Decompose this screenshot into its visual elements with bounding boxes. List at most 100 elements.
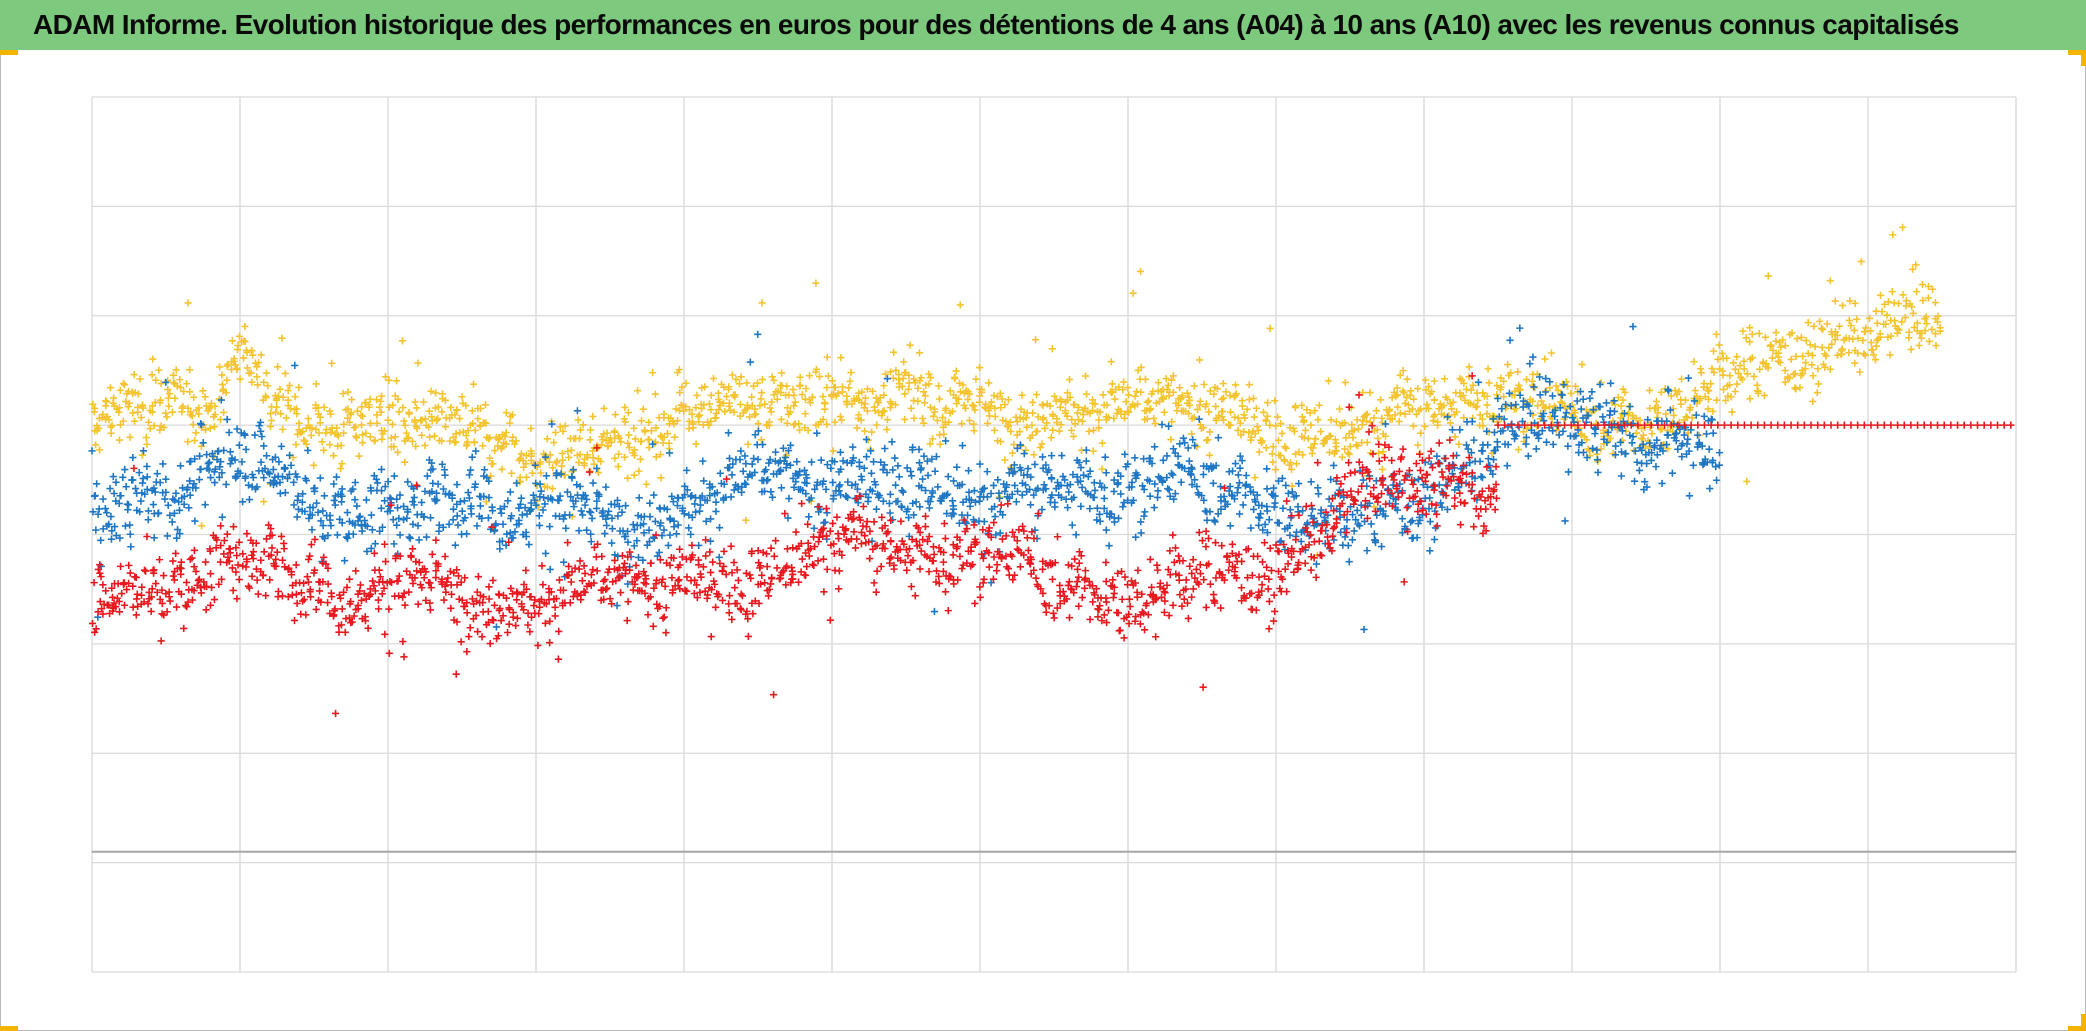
point-a04	[1652, 397, 1661, 406]
point-a07	[1559, 427, 1567, 435]
point-a07	[1448, 426, 1457, 434]
point-a04	[1078, 417, 1087, 425]
point-a10	[1218, 571, 1227, 579]
point-a07	[1599, 413, 1607, 421]
point-a10	[92, 625, 100, 633]
point-a10	[527, 593, 535, 601]
corner-handle-top-left[interactable]	[0, 50, 18, 55]
corner-handle-bottom-right[interactable]	[2068, 1026, 2086, 1031]
point-a07	[688, 513, 696, 521]
point-a07	[664, 541, 672, 550]
corner-handle-bottom-left[interactable]	[0, 1026, 18, 1031]
point-a07	[1685, 447, 1693, 455]
point-a04	[1425, 382, 1433, 391]
point-a04	[285, 381, 294, 390]
point-a04	[1298, 413, 1306, 421]
point-a04	[1786, 331, 1794, 339]
point-a07	[931, 467, 939, 475]
point-a04	[494, 442, 502, 450]
point-a04	[146, 424, 154, 433]
point-a04	[1831, 328, 1840, 336]
point-a04	[260, 498, 268, 506]
point-a04	[901, 390, 909, 398]
point-a04	[199, 387, 207, 395]
point-a07	[429, 465, 437, 473]
point-a04	[756, 401, 764, 410]
point-a10	[1468, 469, 1476, 477]
point-a10	[115, 597, 123, 606]
point-a07	[390, 540, 398, 548]
point-a10	[620, 559, 629, 568]
point-a04	[314, 404, 322, 412]
point-a07	[1258, 501, 1266, 510]
point-a04	[1719, 385, 1728, 394]
point-a07	[1225, 487, 1233, 495]
point-a10	[916, 541, 924, 549]
point-a10	[446, 567, 454, 575]
point-a10	[617, 588, 625, 597]
point-a04	[334, 432, 342, 440]
point-a04	[914, 397, 922, 405]
point-a10	[1077, 552, 1085, 560]
point-a04	[610, 427, 619, 435]
point-a10	[1078, 593, 1086, 602]
point-a10	[300, 595, 308, 604]
corner-handle-top-right-side[interactable]	[2081, 50, 2086, 66]
chart-title: ADAM Informe. Evolution historique des p…	[33, 9, 1959, 40]
point-a07	[139, 474, 147, 483]
point-a07	[1425, 505, 1433, 513]
point-a10	[1248, 571, 1256, 579]
point-a10	[580, 587, 588, 596]
point-a04	[954, 395, 963, 403]
point-a04	[1754, 387, 1762, 395]
point-a10	[600, 595, 608, 603]
point-a10	[762, 550, 771, 558]
point-a10	[143, 532, 151, 541]
point-a07	[88, 447, 96, 455]
point-a10	[1085, 577, 1093, 586]
point-a07	[101, 505, 109, 513]
point-a07	[418, 498, 426, 507]
point-a04	[1286, 424, 1294, 432]
point-a04	[385, 376, 393, 384]
point-a04	[564, 447, 572, 455]
point-a04	[961, 404, 970, 412]
point-a07	[1628, 439, 1636, 447]
point-a04	[398, 337, 407, 345]
point-a04	[1908, 303, 1916, 311]
point-a04	[905, 379, 913, 387]
point-a07	[724, 429, 733, 437]
point-a04	[1103, 401, 1111, 409]
point-a07	[1055, 482, 1063, 490]
point-a10	[200, 578, 208, 586]
point-a04	[1022, 446, 1030, 454]
point-a07	[712, 498, 720, 506]
point-a10	[381, 630, 389, 638]
point-a04	[1802, 336, 1810, 345]
point-a07	[399, 502, 408, 511]
point-a10	[587, 571, 595, 579]
corner-handle-bottom-right-side[interactable]	[2081, 1014, 2086, 1031]
point-a07	[1165, 422, 1173, 430]
point-a10	[1218, 542, 1226, 550]
point-a10	[409, 579, 417, 588]
point-a10	[1138, 608, 1146, 616]
point-a07	[1048, 491, 1056, 499]
point-a04	[819, 392, 827, 401]
point-a04	[1167, 376, 1175, 384]
point-a04	[333, 424, 341, 432]
point-a10	[447, 590, 456, 598]
point-a04	[617, 438, 625, 446]
point-a07	[1363, 547, 1371, 555]
point-a04	[886, 403, 894, 412]
point-a10	[815, 503, 823, 511]
point-a07	[127, 543, 135, 551]
point-a04	[308, 424, 316, 432]
point-a07	[1603, 438, 1611, 446]
point-a04	[486, 454, 494, 462]
point-a07	[1105, 542, 1113, 550]
corner-handle-top-right[interactable]	[2068, 50, 2086, 55]
point-a04	[768, 398, 776, 406]
point-a10-flat	[1547, 421, 1555, 429]
point-a10	[453, 581, 461, 589]
